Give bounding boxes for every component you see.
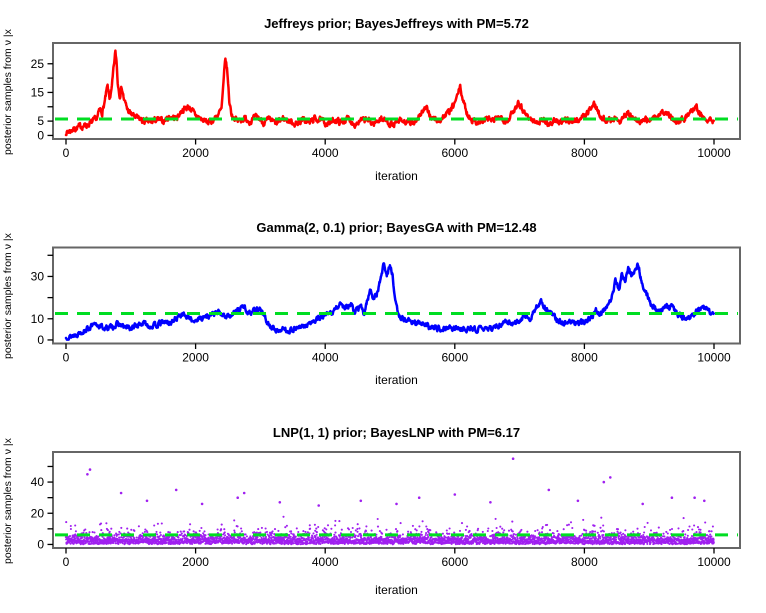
- y-tick-label: 30: [31, 269, 45, 283]
- y-tick-label: 0: [37, 333, 44, 347]
- x-axis-label-gamma: iteration: [375, 373, 418, 387]
- y-tick-label: 25: [31, 57, 45, 71]
- outlier-point: [236, 496, 239, 499]
- outlier-point: [489, 501, 492, 504]
- x-tick-label: 6000: [441, 146, 468, 160]
- x-tick-label: 2000: [182, 146, 209, 160]
- x-tick-label: 10000: [697, 555, 731, 569]
- outlier-point: [511, 457, 515, 460]
- panel-lnp: 0 20 40 0 2000 4000 6000 8000 10000: [31, 451, 741, 569]
- outlier-point: [693, 496, 696, 499]
- outlier-point: [417, 496, 421, 499]
- panel-title-gamma: Gamma(2, 0.1) prior; BayesGA with PM=12.…: [256, 220, 537, 235]
- outlier-point: [703, 499, 706, 503]
- outlier-point: [242, 491, 246, 495]
- outlier-point: [86, 473, 89, 476]
- trace-line-jeffreys: [64, 49, 715, 137]
- x-tick-label: 6000: [441, 351, 468, 365]
- outlier-point: [200, 502, 204, 506]
- x-tick-label: 8000: [571, 146, 598, 160]
- x-tick-label: 4000: [312, 351, 339, 365]
- scatter-points-lnp: [64, 457, 715, 546]
- x-tick-label: 0: [63, 555, 70, 569]
- outlier-point: [145, 499, 149, 503]
- plot-box: [52, 451, 741, 549]
- x-tick-label: 6000: [441, 555, 468, 569]
- y-tick-label: 0: [37, 537, 44, 551]
- x-tick-label: 0: [63, 146, 70, 160]
- x-tick-label: 4000: [312, 146, 339, 160]
- y-tick-label: 10: [31, 312, 45, 326]
- plot-box: [52, 246, 741, 345]
- outlier-point: [395, 502, 398, 506]
- y-tick-label: 0: [37, 128, 44, 142]
- panel-title-lnp: LNP(1, 1) prior; BayesLNP with PM=6.17: [272, 425, 521, 440]
- y-tick-label: 15: [31, 85, 45, 99]
- outlier-point: [88, 468, 92, 471]
- x-tick-label: 8000: [571, 351, 598, 365]
- panel-title-jeffreys: Jeffreys prior; BayesJeffreys with PM=5.…: [264, 16, 529, 31]
- y-axis-label-gamma: posterior samples from ν |x: [2, 233, 14, 359]
- x-tick-label: 8000: [571, 555, 598, 569]
- x-tick-label: 10000: [697, 351, 731, 365]
- outlier-point: [453, 493, 457, 496]
- outlier-point: [576, 499, 580, 503]
- trace-line-gamma: [64, 262, 715, 341]
- y-tick-label: 40: [31, 475, 45, 489]
- outlier-point: [278, 501, 282, 504]
- outlier-point: [119, 491, 123, 495]
- x-axis-label-lnp: iteration: [375, 583, 418, 597]
- x-tick-label: 0: [63, 351, 70, 365]
- outlier-point: [602, 480, 606, 484]
- x-tick-label: 2000: [182, 555, 209, 569]
- outlier-point: [670, 496, 674, 499]
- y-axis-label-jeffreys: posterior samples from ν |x: [2, 29, 14, 155]
- outlier-point: [317, 504, 321, 507]
- x-tick-label: 4000: [312, 555, 339, 569]
- panel-gamma: 0 10 30 0 2000 4000 6000 8000 10000: [31, 246, 741, 365]
- x-axis-label-jeffreys: iteration: [375, 169, 418, 183]
- x-tick-label: 10000: [697, 146, 731, 160]
- outlier-point: [609, 476, 612, 479]
- y-axis-label-lnp: posterior samples from ν |x: [2, 438, 14, 564]
- outlier-point: [641, 502, 644, 506]
- plot-box: [52, 42, 741, 140]
- outlier-point: [359, 499, 363, 503]
- y-tick-label: 20: [31, 506, 45, 520]
- x-tick-label: 2000: [182, 351, 209, 365]
- outlier-point: [547, 488, 551, 492]
- y-tick-label: 5: [37, 114, 44, 128]
- outlier-point: [174, 488, 178, 492]
